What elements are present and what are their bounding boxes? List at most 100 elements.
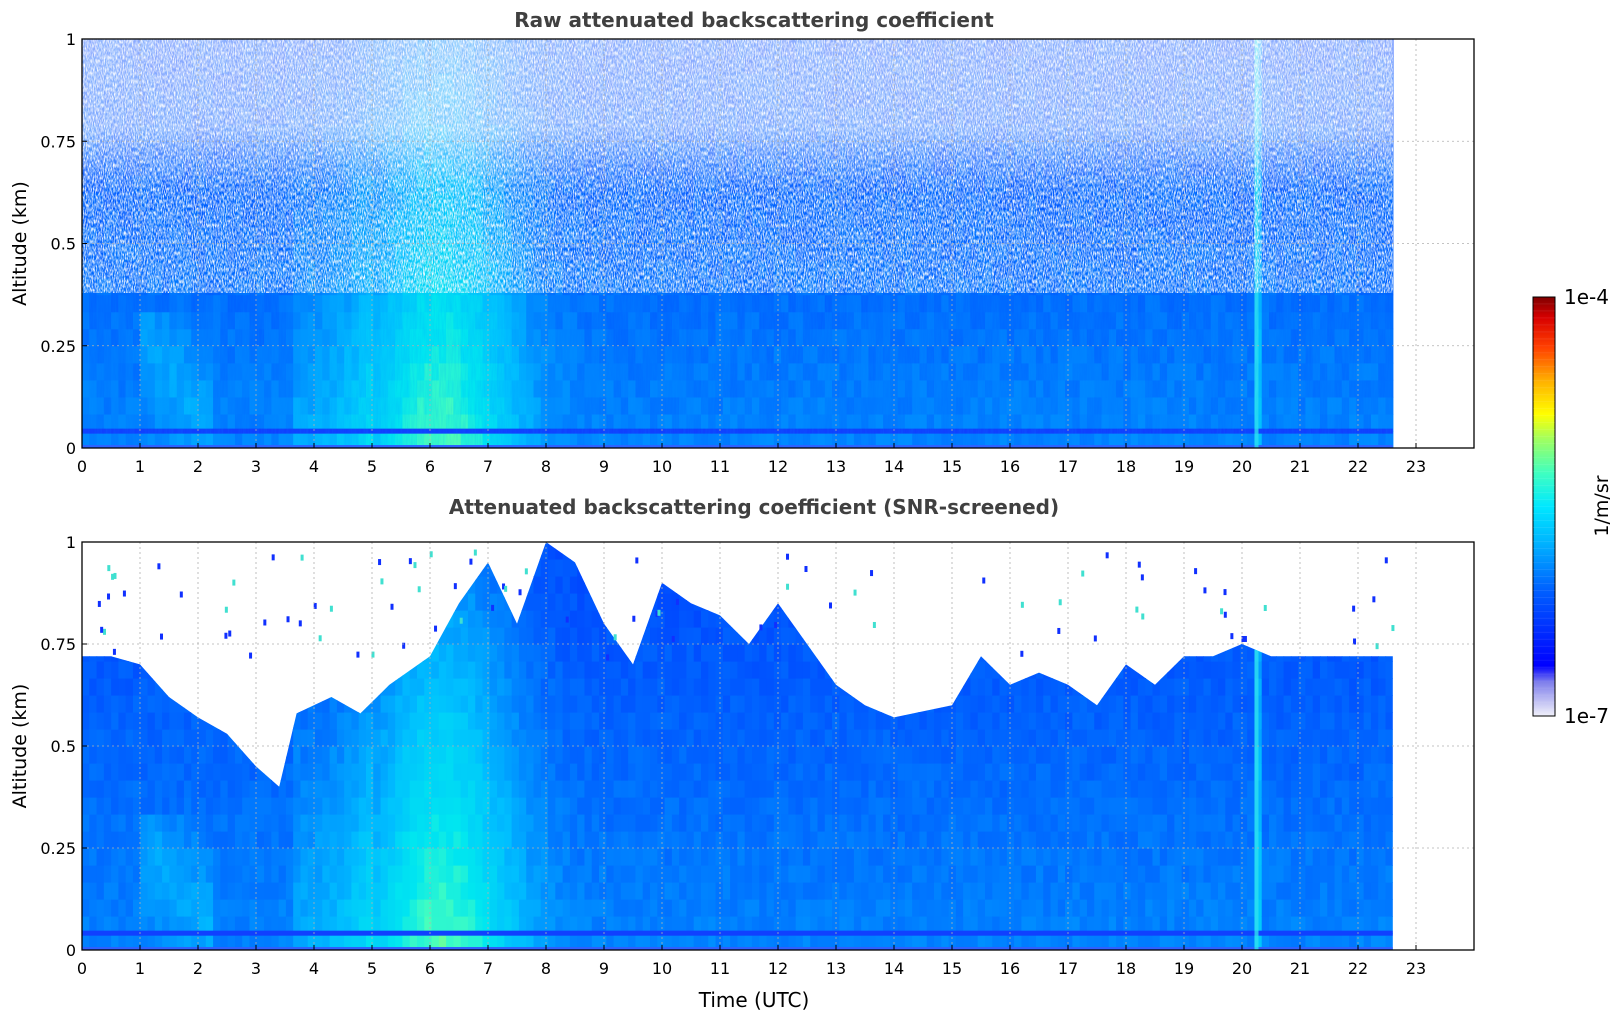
heat-cell — [169, 882, 178, 900]
heat-cell — [125, 746, 134, 764]
x-tick-label: 9 — [599, 457, 609, 476]
heat-cell — [103, 831, 112, 849]
heat-cell — [256, 916, 265, 934]
heat-cell — [96, 746, 105, 764]
heat-cell — [82, 576, 90, 594]
heat-cell — [82, 882, 90, 900]
heat-cell — [198, 848, 207, 866]
heat-cell — [205, 865, 214, 883]
heat-cell — [198, 814, 207, 832]
heat-cell — [89, 814, 98, 832]
heat-cell — [183, 576, 192, 594]
heat-cell — [242, 848, 251, 866]
heat-cell — [154, 593, 163, 611]
raw-backscatter-panel: Raw attenuated backscattering coefficien… — [9, 8, 1475, 476]
heat-cell — [154, 729, 163, 747]
heat-cell — [118, 746, 127, 764]
y-tick-label: 0.5 — [51, 235, 76, 254]
heat-cell — [96, 831, 105, 849]
heat-cell — [154, 865, 163, 883]
heat-cell — [220, 814, 229, 832]
heat-cell — [183, 695, 192, 713]
heat-cell — [111, 610, 120, 628]
heat-cell — [89, 797, 98, 815]
heat-cell — [162, 848, 170, 866]
heat-cell — [198, 712, 207, 730]
heat-cell — [162, 916, 170, 934]
heat-cell — [162, 559, 170, 577]
heat-cell — [220, 746, 229, 764]
heat-cell — [140, 695, 149, 713]
heat-cell — [183, 814, 192, 832]
heat-cell — [147, 593, 156, 611]
heat-cell — [227, 559, 236, 577]
heat-cell — [118, 712, 127, 730]
heat-cell — [140, 627, 149, 645]
heat-cell — [89, 865, 98, 883]
heat-cell — [176, 559, 185, 577]
heat-cell — [176, 712, 185, 730]
heat-cell — [205, 882, 214, 900]
heat-cell — [82, 814, 90, 832]
heat-cell — [125, 729, 134, 747]
x-tick-label: 13 — [826, 457, 846, 476]
x-tick-label: 10 — [652, 457, 672, 476]
heat-cell — [169, 865, 178, 883]
heat-cell — [103, 899, 112, 917]
heat-cell — [111, 865, 120, 883]
heat-cell — [242, 610, 251, 628]
heat-cell — [162, 933, 170, 950]
heat-cell — [89, 780, 98, 798]
heat-cell — [213, 627, 221, 645]
heat-cell — [89, 746, 98, 764]
heat-cell — [191, 627, 200, 645]
heat-cell — [140, 831, 149, 849]
heat-cell — [220, 712, 229, 730]
heat-cell — [132, 848, 141, 866]
heat-cell — [118, 848, 127, 866]
heat-cell — [234, 797, 243, 815]
heat-cell — [140, 763, 149, 781]
heat-cell — [198, 661, 207, 679]
heat-cell — [234, 865, 243, 883]
heat-cell — [111, 763, 120, 781]
heat-cell — [154, 780, 163, 798]
heat-cell — [242, 678, 251, 696]
heat-cell — [118, 695, 127, 713]
heat-cell — [198, 593, 207, 611]
heat-cell — [111, 542, 120, 560]
heat-cell — [154, 678, 163, 696]
heat-cell — [132, 729, 141, 747]
heat-cell — [213, 797, 221, 815]
heat-cell — [82, 593, 90, 611]
heat-cell — [147, 831, 156, 849]
heat-cell — [227, 797, 236, 815]
heat-cell — [118, 865, 127, 883]
heat-cell — [140, 746, 149, 764]
heat-cell — [103, 678, 112, 696]
heat-cell — [132, 882, 141, 900]
heat-cell — [132, 746, 141, 764]
heat-cell — [234, 814, 243, 832]
heat-cell — [234, 746, 243, 764]
heat-cell — [183, 797, 192, 815]
heat-cell — [96, 678, 105, 696]
y-tick-label: 0.25 — [40, 337, 76, 356]
heat-cell — [169, 933, 178, 950]
heat-cell — [82, 729, 90, 747]
heat-cell — [183, 933, 192, 950]
heat-cell — [213, 661, 221, 679]
heat-cell — [220, 695, 229, 713]
heat-cell — [227, 610, 236, 628]
heat-cell — [213, 542, 221, 560]
heat-cell — [82, 644, 90, 662]
heat-cell — [125, 899, 134, 917]
heat-cell — [213, 712, 221, 730]
heat-cell — [96, 865, 105, 883]
heat-cell — [176, 729, 185, 747]
heat-cell — [176, 695, 185, 713]
heat-cell — [249, 627, 258, 645]
heat-cell — [140, 712, 149, 730]
heat-cell — [89, 933, 98, 950]
heat-cell — [183, 882, 192, 900]
